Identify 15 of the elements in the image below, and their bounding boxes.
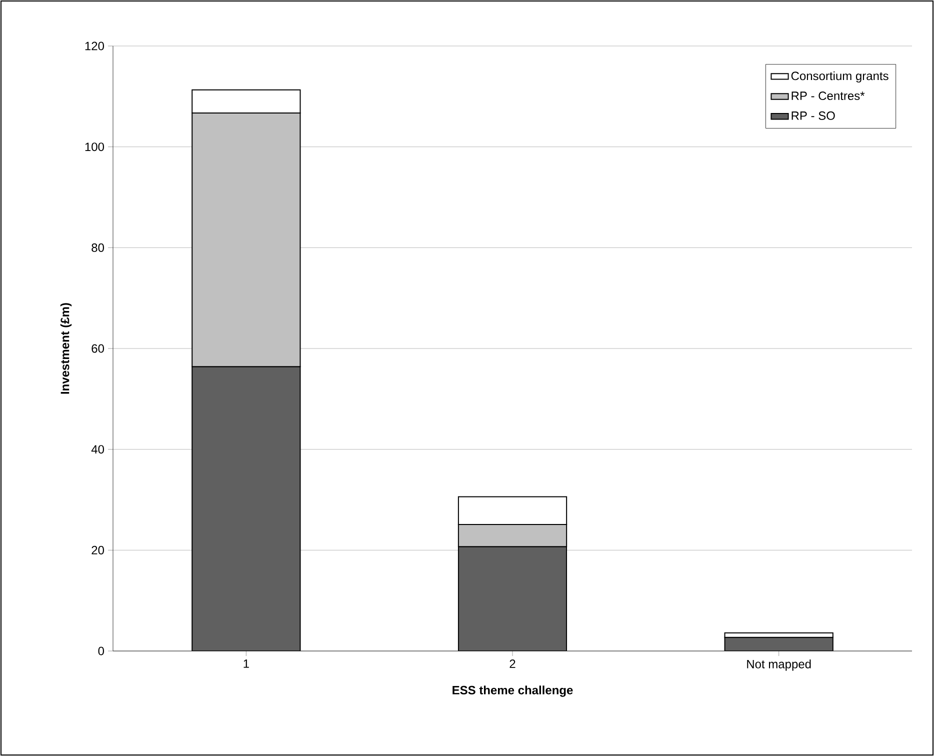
y-tick-label: 20 [92,546,104,554]
y-tick-label: 0 [98,646,104,656]
x-tick-label: 1 [244,660,249,668]
x-tick-label: 2 [510,660,516,668]
y-axis-title: Investment (£m) [60,303,72,394]
y-tick-label: 100 [85,142,104,152]
y-tick-label: 80 [92,243,104,252]
legend-label: Consortium grants [791,71,888,83]
y-tick-label: 60 [92,344,104,353]
legend-label: RP - SO [792,111,835,120]
x-tick-label: Not mapped [747,660,811,671]
y-tick-label: 40 [91,445,104,454]
y-tick-label: 120 [85,42,104,50]
x-axis-title: ESS theme challenge [452,686,573,697]
legend-label: RP - Centres* [792,92,865,100]
